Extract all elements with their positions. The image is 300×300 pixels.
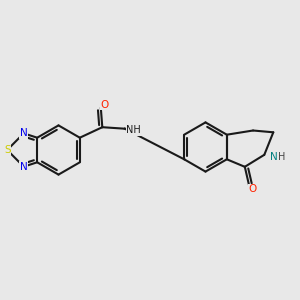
Text: O: O <box>249 184 257 194</box>
Text: NH: NH <box>126 125 141 135</box>
Text: N: N <box>20 162 28 172</box>
Text: H: H <box>278 152 285 162</box>
Text: O: O <box>100 100 109 110</box>
Text: N: N <box>270 152 278 162</box>
Text: S: S <box>4 145 11 155</box>
Text: N: N <box>20 128 28 138</box>
